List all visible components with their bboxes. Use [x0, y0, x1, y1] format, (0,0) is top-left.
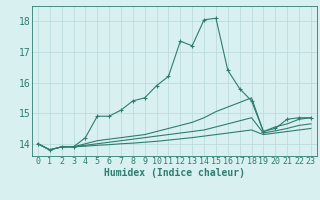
X-axis label: Humidex (Indice chaleur): Humidex (Indice chaleur)	[104, 168, 245, 178]
